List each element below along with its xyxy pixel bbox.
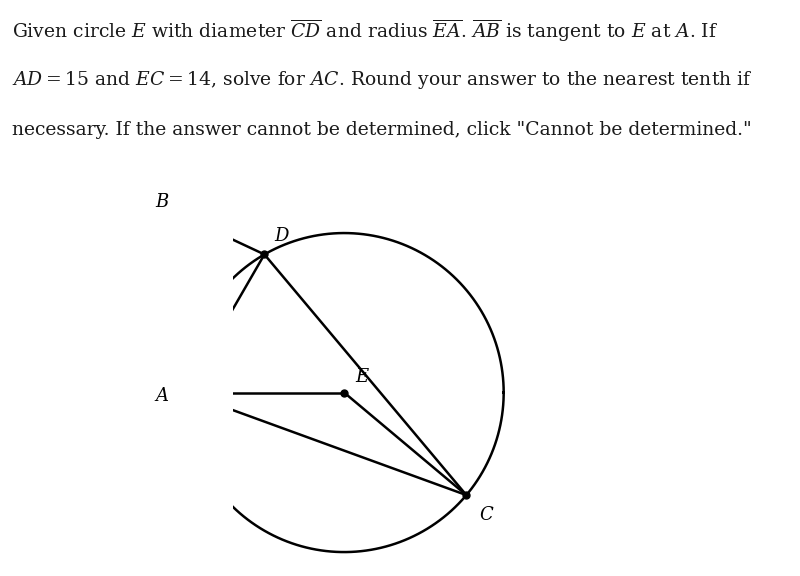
- Text: B: B: [155, 193, 169, 211]
- Text: D: D: [274, 227, 288, 245]
- Text: Given circle $E$ with diameter $\overline{CD}$ and radius $\overline{EA}$. $\ove: Given circle $E$ with diameter $\overlin…: [12, 17, 718, 44]
- Text: C: C: [479, 506, 493, 524]
- Text: necessary. If the answer cannot be determined, click "Cannot be determined.": necessary. If the answer cannot be deter…: [12, 121, 752, 139]
- Text: E: E: [355, 368, 369, 386]
- Text: A: A: [156, 386, 169, 405]
- Text: $AD = 15$ and $EC = 14$, solve for $AC$. Round your answer to the nearest tenth : $AD = 15$ and $EC = 14$, solve for $AC$.…: [12, 69, 753, 91]
